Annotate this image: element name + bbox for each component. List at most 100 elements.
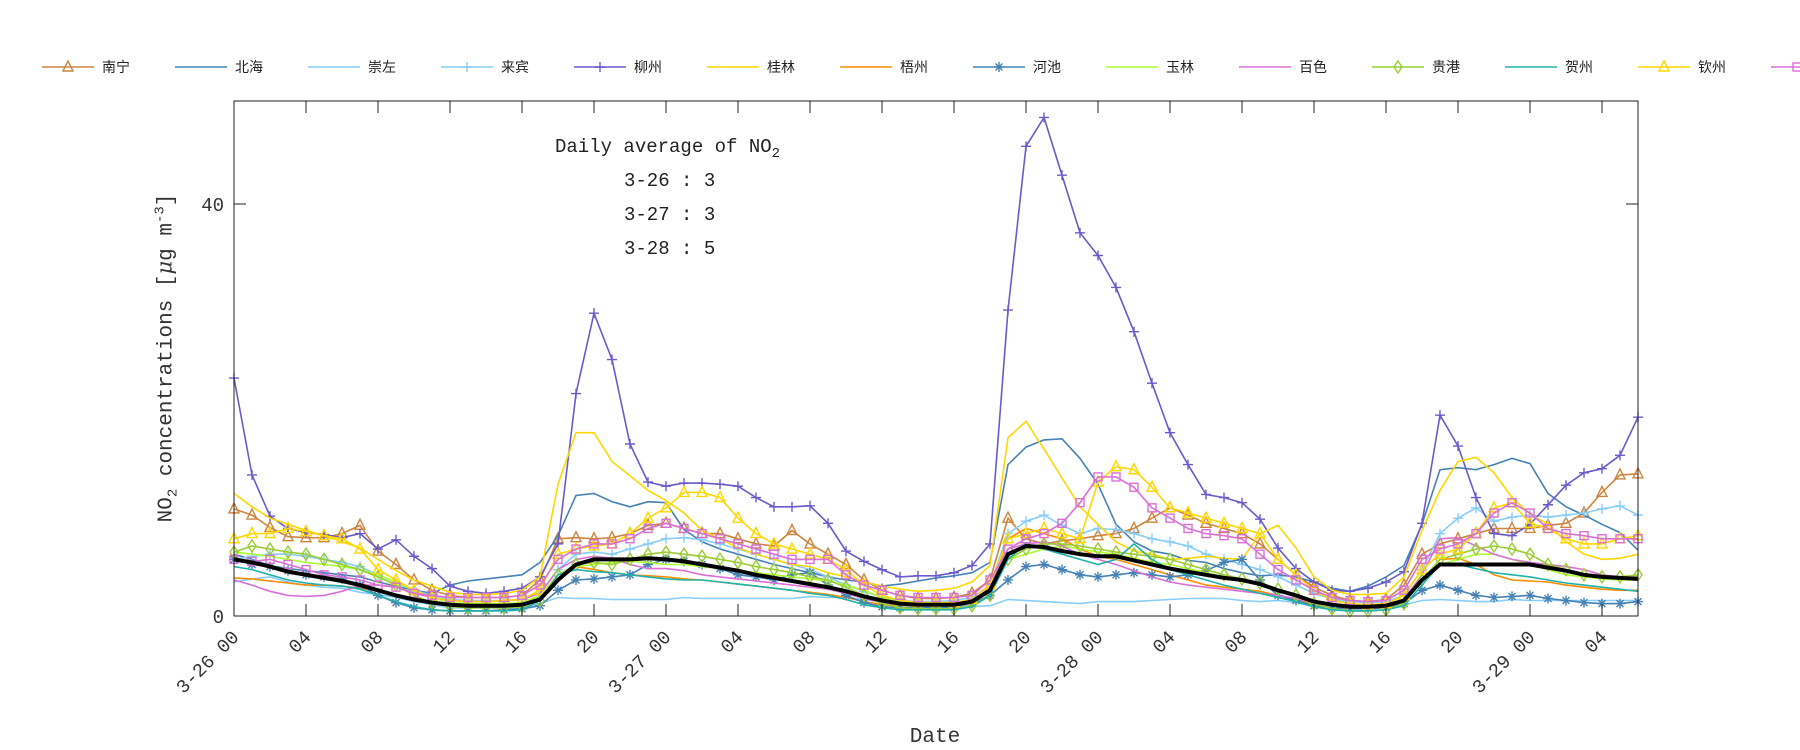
data-point — [1507, 530, 1517, 541]
data-point — [1597, 534, 1607, 544]
data-point — [787, 569, 797, 580]
data-point — [263, 519, 277, 533]
data-point — [643, 477, 653, 488]
data-point — [1417, 585, 1427, 596]
legend-swatch — [308, 66, 360, 68]
data-point — [1039, 536, 1049, 552]
legend-label: 玉林 — [1166, 60, 1194, 76]
data-point — [769, 501, 779, 512]
data-point — [839, 562, 853, 575]
series-北海 — [233, 437, 1639, 595]
data-point — [659, 500, 673, 513]
data-point — [1615, 569, 1625, 585]
data-point — [353, 541, 367, 554]
data-point — [751, 492, 761, 503]
data-point — [715, 552, 725, 567]
legend-label: 桂林 — [767, 60, 795, 76]
legend-label: 贵港 — [1432, 60, 1460, 76]
data-point — [1219, 567, 1229, 583]
data-point — [1507, 541, 1517, 557]
series-南宁 — [227, 466, 1645, 607]
data-point — [859, 588, 869, 603]
legend-swatch — [441, 62, 493, 72]
data-point — [1471, 590, 1481, 601]
data-point — [353, 517, 367, 531]
data-point — [605, 530, 619, 543]
data-point — [247, 469, 257, 480]
data-point — [1489, 528, 1499, 539]
data-point — [787, 554, 797, 565]
data-point — [427, 590, 437, 601]
legend-swatch — [840, 66, 892, 68]
legend-swatch — [1372, 59, 1424, 75]
data-point — [1111, 472, 1121, 482]
data-point — [337, 557, 347, 572]
data-point — [1579, 597, 1589, 608]
data-point — [787, 501, 797, 512]
data-point — [1147, 548, 1157, 564]
data-point — [679, 523, 689, 534]
legend-swatch — [707, 66, 759, 68]
data-point — [1273, 581, 1283, 597]
data-point — [803, 536, 817, 549]
data-point — [1543, 557, 1553, 572]
data-point — [1219, 492, 1229, 503]
data-point — [1507, 591, 1517, 602]
data-point — [1129, 326, 1139, 337]
data-point — [389, 556, 403, 570]
series-average — [233, 543, 1639, 609]
data-point — [245, 526, 259, 539]
data-point — [1165, 571, 1175, 582]
data-point — [751, 571, 761, 582]
data-point — [1109, 459, 1123, 472]
data-point — [1615, 534, 1625, 544]
legend-item: 百色 — [1237, 56, 1370, 78]
data-point — [733, 539, 743, 549]
annotation-line-2: 3-27 : 3 — [624, 204, 716, 226]
data-point — [371, 562, 385, 575]
x-tick-label: 04 — [1581, 627, 1613, 659]
data-point — [409, 602, 419, 613]
data-point — [931, 570, 941, 581]
legend-swatch — [175, 66, 227, 68]
data-point — [245, 507, 259, 520]
data-point — [1165, 513, 1175, 523]
data-point — [1561, 595, 1571, 606]
data-point — [749, 526, 763, 539]
legend-item: 梧州 — [838, 56, 971, 78]
legend-swatch — [1106, 66, 1158, 68]
data-point — [1597, 463, 1607, 474]
series-line — [233, 543, 1639, 609]
data-point — [1453, 539, 1463, 549]
data-point — [1615, 598, 1625, 609]
x-tick-label: 08 — [357, 627, 389, 659]
data-point — [569, 530, 583, 543]
data-point — [553, 554, 563, 565]
legend-item: 南宁 — [40, 56, 173, 78]
data-point — [1597, 598, 1607, 609]
data-point — [821, 546, 835, 559]
data-point — [1075, 538, 1085, 554]
data-point — [751, 544, 761, 554]
data-point — [607, 557, 617, 572]
data-point — [787, 565, 797, 581]
legend-label: 崇左 — [368, 60, 396, 76]
data-point — [1543, 523, 1553, 534]
data-point — [1165, 552, 1175, 567]
data-point — [1453, 585, 1463, 596]
data-point — [1489, 508, 1499, 518]
data-point — [1111, 282, 1121, 293]
data-point — [713, 489, 727, 503]
legend-swatch — [1771, 62, 1800, 72]
legend-swatch — [1638, 59, 1690, 72]
data-point — [913, 570, 923, 581]
legend-item: 北海 — [173, 56, 306, 78]
data-point — [1093, 571, 1103, 582]
x-tick-label: 3-29 00 — [1468, 627, 1540, 699]
data-point — [1237, 554, 1247, 565]
data-point — [1021, 516, 1031, 527]
data-point — [895, 590, 905, 601]
data-point — [1145, 479, 1159, 492]
data-point — [1201, 565, 1211, 576]
